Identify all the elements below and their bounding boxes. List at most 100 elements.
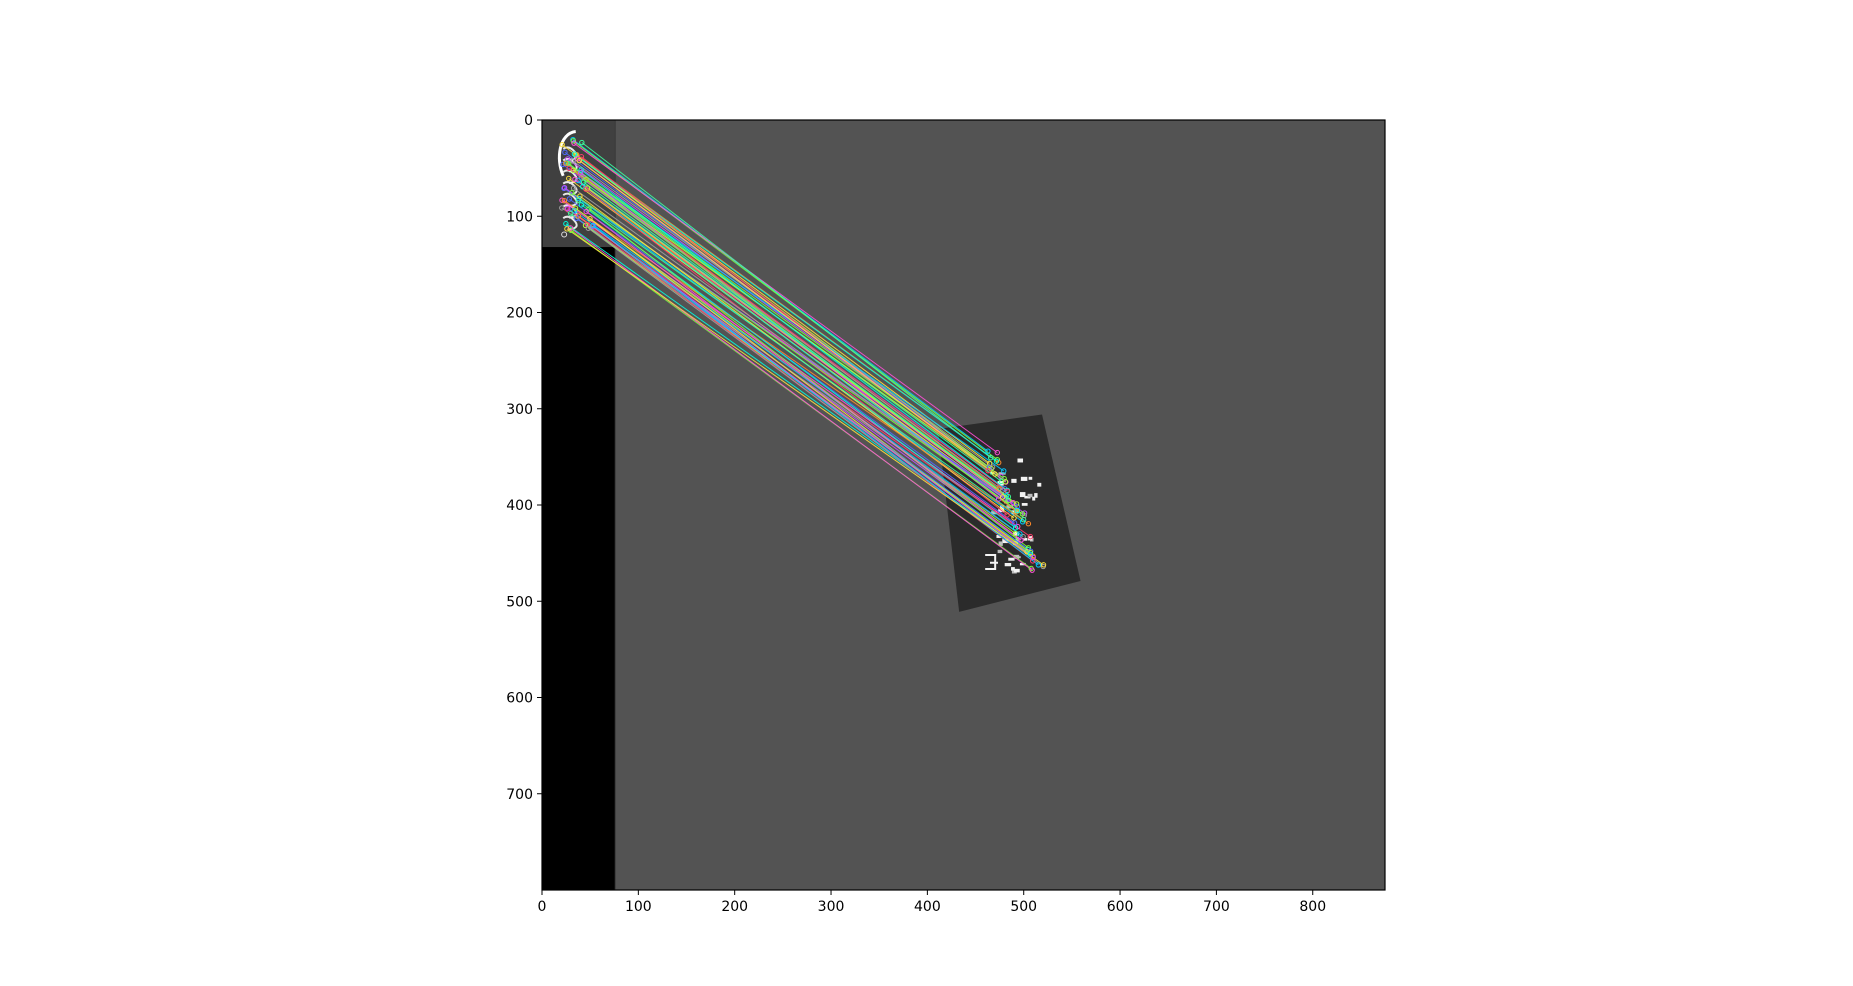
target-keypoint [1035, 562, 1042, 568]
target-keypoint [1011, 520, 1018, 526]
x-tick-label: 400 [914, 899, 941, 915]
template-image-panel [542, 120, 616, 248]
target-keypoint [1012, 525, 1019, 531]
x-tick-label: 100 [625, 899, 652, 915]
source-keypoint [565, 205, 571, 212]
target-keypoint [985, 448, 991, 454]
target-keypoint [1019, 511, 1026, 517]
target-logo-pixel [1011, 478, 1017, 483]
y-tick-label: 200 [506, 306, 533, 322]
target-keypoint [1029, 558, 1036, 564]
target-keypoint [1027, 551, 1034, 558]
target-keypoint [1017, 531, 1023, 537]
source-keypoint [563, 160, 569, 166]
match-lines [561, 139, 1044, 571]
source-keypoint [570, 185, 577, 191]
source-keypoint [560, 161, 566, 168]
target-keypoint [1004, 512, 1010, 518]
target-keypoint [999, 494, 1006, 500]
y-tick-label: 600 [506, 691, 533, 707]
match-line [581, 142, 992, 459]
source-keypoint [559, 205, 565, 211]
match-line [588, 208, 1029, 549]
target-logo-pixel [999, 472, 1006, 475]
target-logo-pixel [1024, 495, 1031, 499]
source-keypoint [566, 165, 572, 171]
match-line [566, 208, 1031, 538]
source-keypoint [561, 185, 567, 192]
target-keypoint [1040, 562, 1047, 568]
source-keypoint [590, 222, 596, 229]
match-line [587, 187, 1017, 505]
source-keypoint [570, 167, 577, 174]
source-keypoint [561, 185, 568, 191]
target-keypoint [1005, 494, 1011, 500]
target-keypoint [994, 449, 1001, 456]
target-keypoint [1030, 554, 1036, 561]
match-line [578, 160, 996, 475]
source-keypoint [577, 193, 583, 199]
source-keypoint [587, 215, 593, 222]
y-axis: 0 100 200 300 400 500 600 700 [506, 113, 542, 803]
target-logo-pixel [1020, 476, 1028, 481]
match-line [575, 154, 992, 470]
match-line [583, 181, 1009, 498]
target-logo-glyph [985, 554, 998, 571]
source-keypoint [561, 197, 568, 204]
match-line [561, 207, 1024, 538]
match-line [573, 142, 998, 454]
target-logo-pixel [1027, 493, 1033, 498]
target-logo-pixel [1013, 531, 1019, 536]
target-logo-pixel [1019, 562, 1026, 566]
target-keypoint [989, 464, 996, 470]
source-keypoint [580, 184, 586, 190]
target-keypoint [1025, 521, 1032, 527]
source-keypoint [572, 176, 578, 183]
source-keypoint [567, 225, 574, 231]
target-logo-pixel [1027, 536, 1032, 541]
source-keypoint [578, 202, 585, 208]
source-keypoint [571, 140, 577, 146]
target-logo-pixel [1013, 554, 1020, 559]
target-logo-pixel [1004, 562, 1012, 567]
source-keypoint [570, 158, 576, 164]
target-keypoint [1029, 567, 1035, 573]
match-line [581, 177, 1004, 491]
source-keypoint [584, 221, 591, 228]
template-logo-glyph [562, 192, 578, 208]
source-keypoint [567, 210, 574, 217]
x-tick-label: 600 [1107, 899, 1134, 915]
x-tick-label: 500 [1010, 899, 1037, 915]
target-logo-pixel [998, 541, 1003, 546]
plot-area [542, 120, 1385, 890]
x-tick-label: 700 [1203, 899, 1230, 915]
keypoint-markers [559, 136, 1047, 573]
match-line [564, 200, 1029, 525]
source-keypoint [575, 213, 581, 219]
target-logo-pixel [1021, 503, 1028, 506]
x-tick-label: 300 [818, 899, 845, 915]
source-keypoint [572, 205, 579, 211]
source-keypoint [569, 190, 575, 196]
target-logo-pixel [1016, 556, 1021, 559]
target-keypoint [1005, 497, 1012, 504]
target-keypoint [1018, 537, 1024, 543]
source-keypoint [564, 206, 570, 212]
x-axis: 0 100 200 300 400 500 600 700 800 [538, 890, 1326, 915]
target-keypoint [993, 458, 1000, 464]
source-keypoint [562, 149, 568, 156]
target-keypoint [1013, 501, 1020, 507]
target-keypoint [1000, 487, 1006, 493]
source-keypoint [583, 208, 589, 215]
source-keypoint [578, 167, 584, 173]
target-keypoint [1027, 549, 1034, 556]
source-keypoint [575, 197, 581, 204]
target-logo-pixel [1019, 492, 1026, 498]
target-logo-pixel [990, 471, 994, 475]
target-keypoint [992, 471, 998, 477]
target-logo-pixel [1011, 567, 1015, 571]
template-logo-glyph [562, 215, 578, 231]
template-logo-mark [561, 231, 568, 238]
target-keypoint [1014, 507, 1021, 514]
